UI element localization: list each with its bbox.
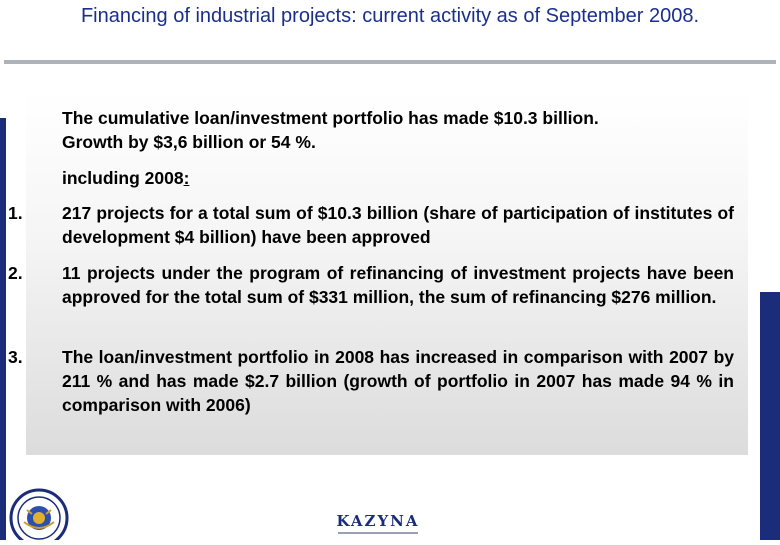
left-accent-bar	[0, 118, 6, 540]
list-item-number: 3.	[8, 347, 23, 367]
list-item: 2. 11 projects under the program of refi…	[8, 261, 734, 309]
kazyna-logo: KAZYNA	[316, 512, 440, 540]
right-accent-bar	[760, 292, 780, 540]
summary-line-2: Growth by $3,6 billion or 54 %.	[62, 132, 316, 152]
slide-title: Financing of industrial projects: curren…	[80, 5, 700, 27]
list-item-text: 217 projects for a total sum of $10.3 bi…	[62, 203, 734, 247]
brand-name: KAZYNA	[336, 512, 420, 530]
including-colon: :	[183, 168, 190, 188]
list-item-number: 1.	[8, 203, 23, 223]
list-item: 1. 217 projects for a total sum of $10.3…	[8, 201, 734, 249]
title-divider	[4, 60, 776, 64]
list-item-number: 2.	[8, 263, 23, 283]
summary-line-1: The cumulative loan/investment portfolio…	[62, 108, 599, 128]
including-heading: including 2008:	[62, 166, 734, 190]
brand-underline	[338, 532, 418, 534]
list-item-text: 11 projects under the program of refinan…	[62, 263, 734, 307]
portfolio-summary: The cumulative loan/investment portfolio…	[62, 106, 734, 154]
content-panel	[26, 92, 748, 455]
list-item-text: The loan/investment portfolio in 2008 ha…	[62, 347, 734, 415]
list-item: 3. The loan/investment portfolio in 2008…	[8, 345, 734, 417]
including-text: including 2008	[62, 168, 184, 188]
kazyna-seal-icon	[6, 488, 72, 545]
